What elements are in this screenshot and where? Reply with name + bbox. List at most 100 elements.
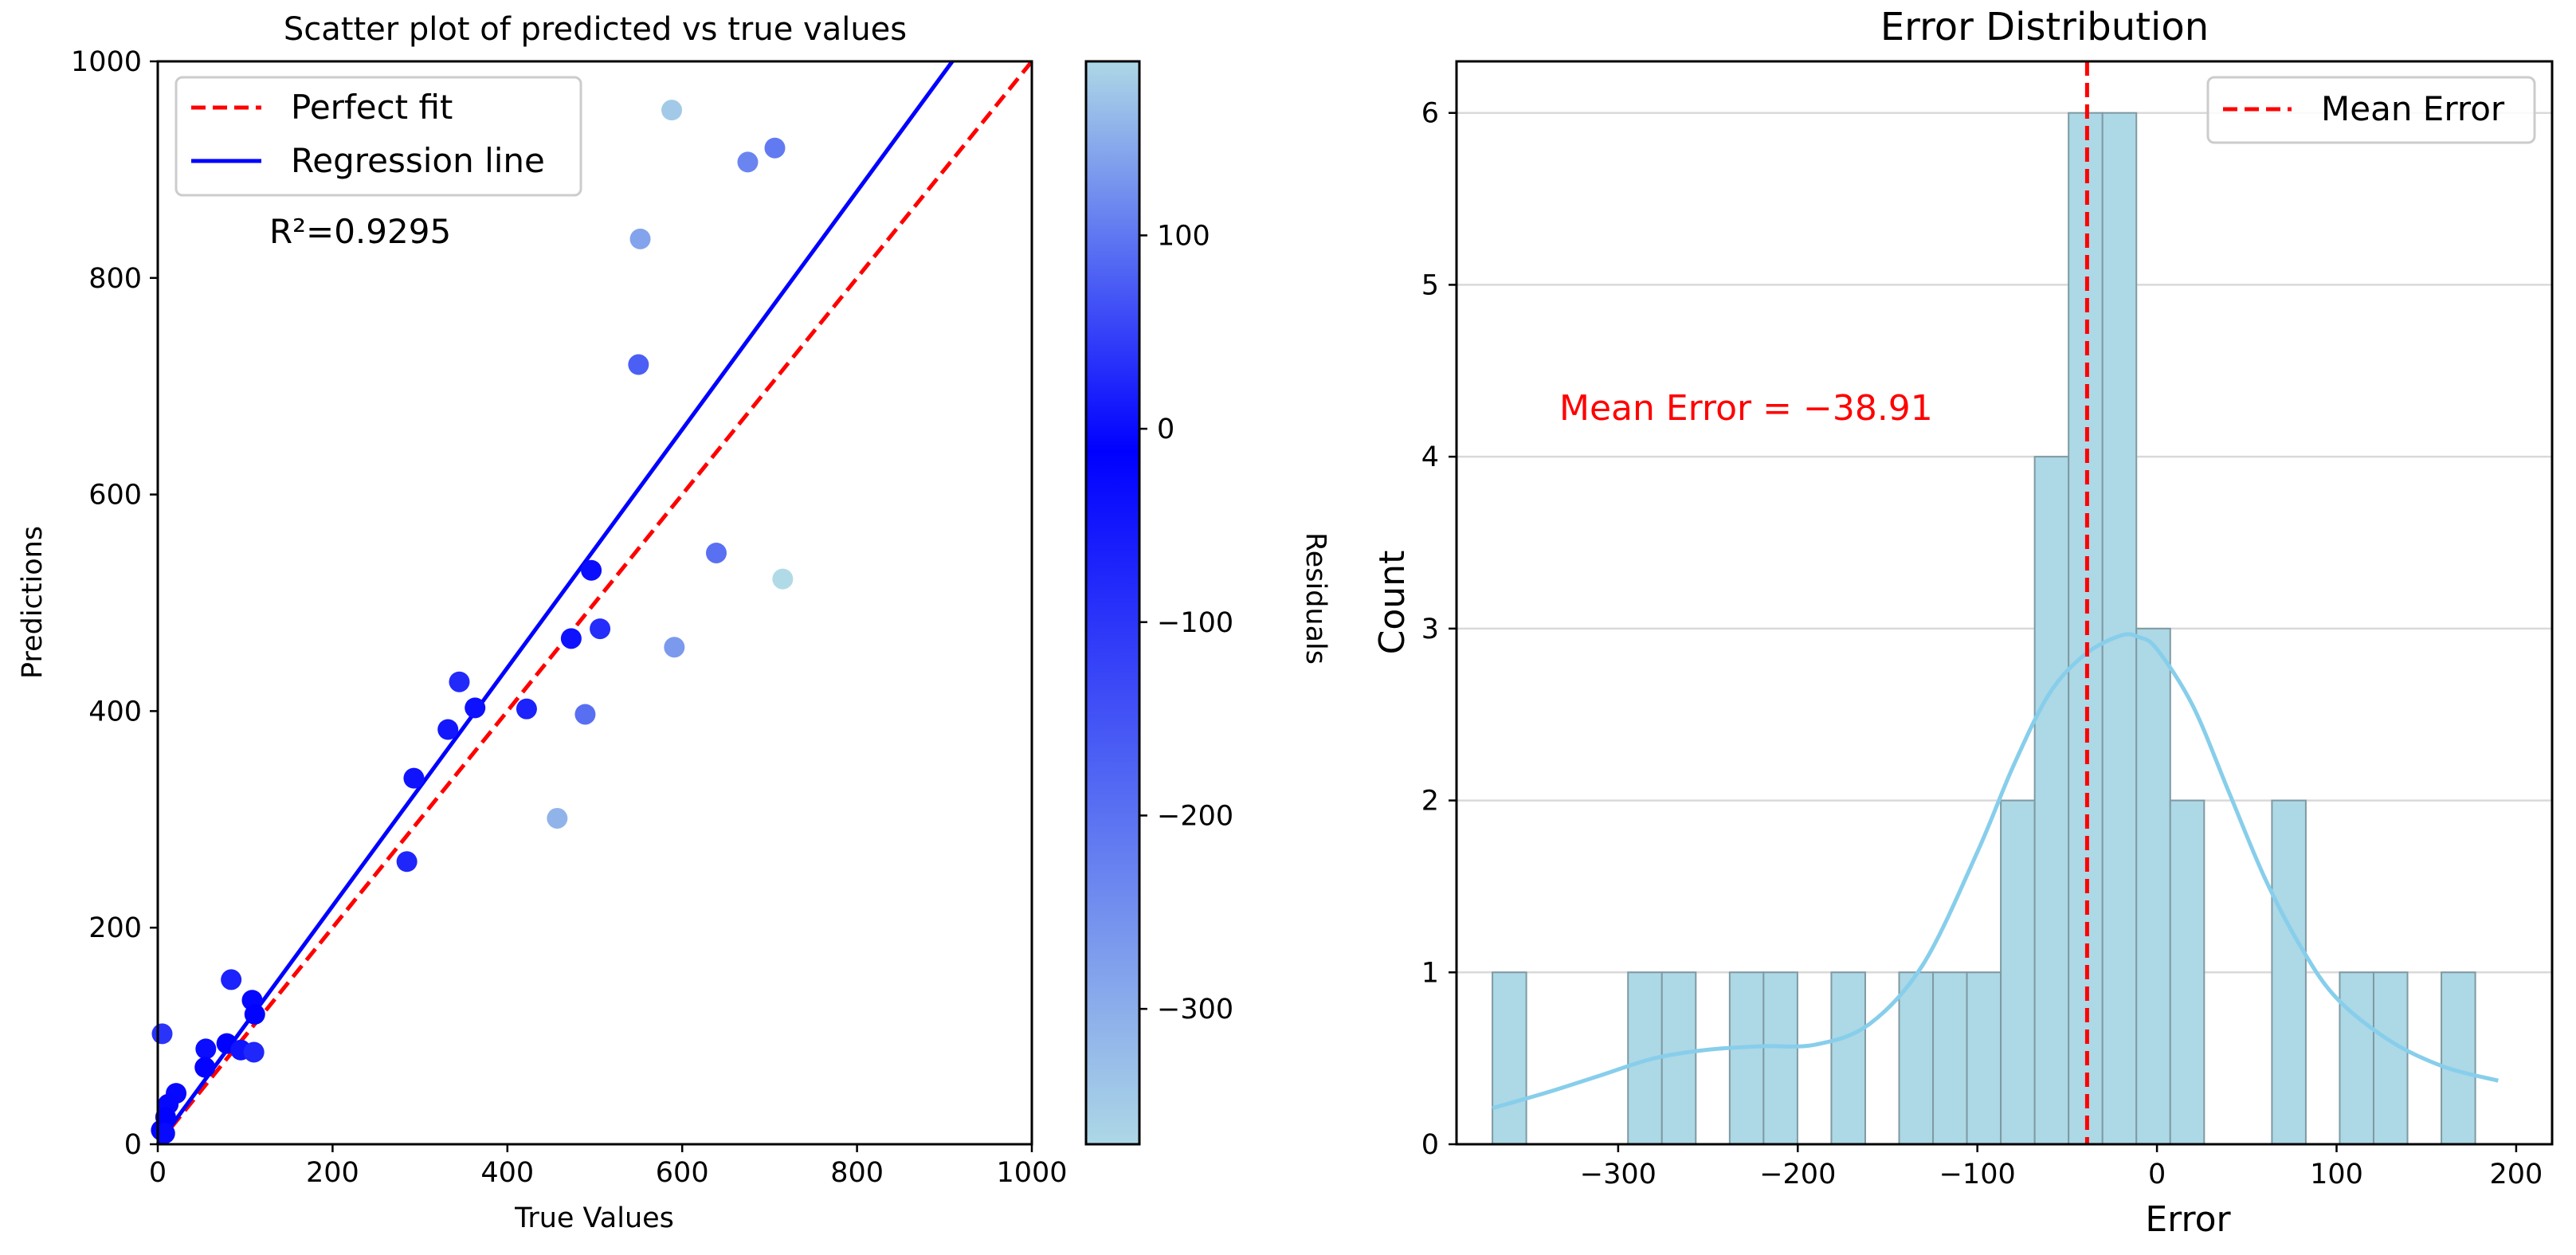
scatter-point (547, 807, 568, 829)
scatter-x-tick-label: 600 (656, 1157, 709, 1189)
histogram-y-tick-label: 4 (1421, 441, 1439, 473)
scatter-point (154, 1123, 175, 1144)
mean-error-annotation: Mean Error = −38.91 (1559, 388, 1933, 429)
histogram-bar (1762, 971, 1798, 1146)
histogram-y-tick-label: 5 (1421, 269, 1439, 301)
histogram-legend: Mean Error (2206, 76, 2536, 144)
histogram-bar (2339, 971, 2374, 1146)
scatter-y-tick-label: 400 (88, 696, 142, 728)
kde-curve (1492, 632, 2499, 1111)
scatter-point (516, 698, 537, 720)
histogram-bar (2033, 456, 2070, 1145)
scatter-legend: Perfect fit Regression line (174, 76, 582, 197)
scatter-point (705, 542, 727, 563)
scatter-y-tick-label: 1000 (71, 46, 142, 78)
histogram-x-tick-label: −200 (1759, 1159, 1836, 1190)
histogram-x-tick-label: 0 (2148, 1159, 2166, 1190)
colorbar-tick-label: 0 (1157, 414, 1174, 445)
colorbar-ticks: 100 0 −100 −200 −300 (1139, 220, 1233, 1026)
scatter-x-tick-label: 0 (149, 1157, 167, 1189)
colorbar-tick-label: −200 (1157, 800, 1233, 832)
scatter-point (449, 671, 470, 692)
histogram-x-label: Error (2145, 1199, 2231, 1240)
scatter-x-tick-label: 1000 (996, 1157, 1067, 1189)
colorbar: 100 0 −100 −200 −300 Residuals (1084, 60, 1331, 1146)
scatter-point (628, 354, 649, 375)
histogram-plot-frame (1455, 60, 2554, 1146)
scatter-point (737, 151, 759, 173)
colorbar-tick-label: −100 (1157, 607, 1233, 639)
scatter-point (403, 767, 425, 789)
colorbar-label: Residuals (1300, 532, 1331, 665)
scatter-point (437, 719, 459, 740)
scatter-x-tick-label: 200 (306, 1157, 359, 1189)
perfect-fit-line (156, 60, 1033, 1146)
legend-mean-error-label: Mean Error (2321, 89, 2505, 128)
histogram-bar (1492, 971, 1527, 1146)
histogram-y-tick-label: 6 (1421, 98, 1439, 130)
scatter-point (151, 1023, 173, 1045)
histogram-x-tick-label: 200 (2490, 1159, 2543, 1190)
scatter-plot-frame (156, 60, 1033, 1146)
histogram-panel: Error Distribution −300 −200 −100 0 100 200 0… (1372, 5, 2554, 1240)
scatter-point (560, 628, 582, 649)
colorbar-tick-label: −300 (1157, 994, 1233, 1026)
r-squared-annotation: R²=0.9295 (269, 212, 451, 251)
histogram-y-tick-label: 3 (1421, 614, 1439, 645)
histogram-bar (1660, 971, 1697, 1146)
scatter-point (590, 618, 611, 640)
scatter-points (151, 100, 794, 1144)
regression-line (155, 60, 955, 1146)
histogram-bar (2271, 799, 2307, 1145)
histogram-bar (1728, 971, 1765, 1146)
histogram-x-ticks: −300 −200 −100 0 100 200 (1580, 1144, 2543, 1190)
histogram-y-label: Count (1372, 551, 1413, 655)
scatter-y-tick-label: 800 (88, 263, 142, 295)
scatter-point (465, 697, 486, 719)
scatter-panel: Scatter plot of predicted vs true values… (17, 11, 1331, 1234)
scatter-y-ticks: 0 200 400 600 800 1000 (71, 46, 158, 1161)
scatter-point (664, 637, 685, 658)
histogram-bar (2101, 112, 2138, 1146)
histogram-x-tick-label: −100 (1939, 1159, 2016, 1190)
scatter-y-tick-label: 200 (88, 912, 142, 944)
scatter-point (772, 568, 794, 590)
histogram-bar (1830, 971, 1866, 1146)
scatter-y-tick-label: 0 (124, 1129, 142, 1161)
histogram-y-ticks: 0 1 2 3 4 5 6 (1421, 98, 1457, 1161)
histogram-title: Error Distribution (1880, 5, 2209, 49)
scatter-point (244, 1003, 265, 1025)
scatter-y-tick-label: 600 (88, 480, 142, 512)
scatter-x-ticks: 0 200 400 600 800 1000 (149, 1144, 1068, 1189)
scatter-point (396, 851, 418, 873)
scatter-x-tick-label: 800 (830, 1157, 884, 1189)
histogram-x-tick-label: 100 (2310, 1159, 2363, 1190)
legend-regression-label: Regression line (291, 141, 545, 180)
scatter-point (581, 559, 602, 581)
legend-perfect-fit-label: Perfect fit (291, 88, 453, 127)
scatter-x-label: True Values (514, 1202, 674, 1234)
histogram-bar (1898, 971, 1935, 1146)
scatter-point (574, 704, 596, 725)
histogram-bar (2000, 799, 2036, 1145)
scatter-y-label: Predictions (17, 526, 49, 679)
scatter-point (194, 1057, 216, 1078)
histogram-bar (1932, 971, 1968, 1146)
colorbar-tick-label: 100 (1157, 220, 1210, 252)
colorbar-gradient (1084, 60, 1141, 1146)
scatter-point (764, 137, 786, 159)
scatter-x-tick-label: 400 (480, 1157, 534, 1189)
scatter-point (243, 1041, 265, 1063)
histogram-bar (2441, 971, 2476, 1146)
histogram-y-tick-label: 2 (1421, 786, 1439, 818)
histogram-bar (2169, 799, 2205, 1145)
scatter-point (221, 969, 242, 990)
histogram-y-tick-label: 0 (1421, 1129, 1439, 1161)
histogram-bar (2135, 627, 2171, 1145)
histogram-x-tick-label: −300 (1580, 1159, 1657, 1190)
scatter-point (629, 228, 651, 249)
scatter-point (661, 100, 683, 121)
histogram-bar (2372, 971, 2409, 1146)
scatter-title: Scatter plot of predicted vs true values (284, 11, 907, 48)
